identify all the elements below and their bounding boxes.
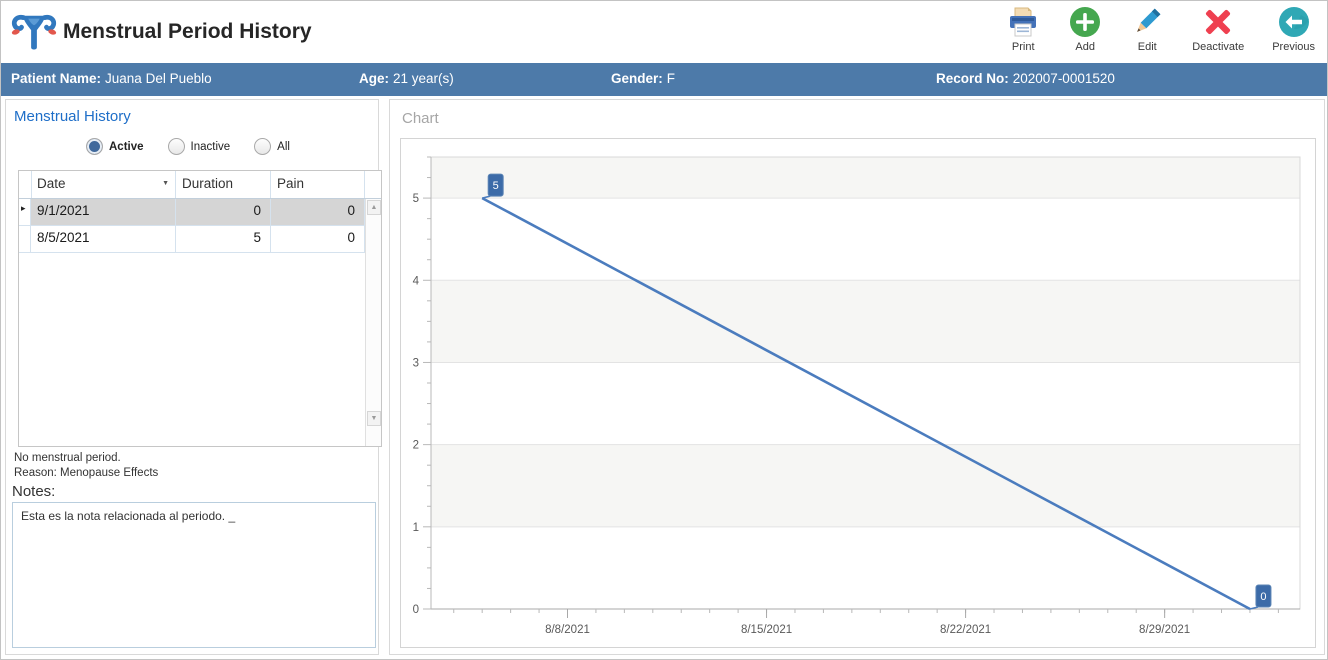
svg-text:8/15/2021: 8/15/2021 <box>741 624 792 636</box>
add-button[interactable]: Add <box>1064 3 1106 55</box>
patient-record-no: Record No: 202007-0001520 <box>936 71 1115 86</box>
sort-arrow-icon: ▼ <box>162 180 169 187</box>
panel-title: Menstrual History <box>14 108 131 125</box>
radio-label: Inactive <box>190 140 231 153</box>
edit-icon <box>1137 8 1161 32</box>
radio-circle-icon <box>86 138 103 155</box>
column-header-duration[interactable]: Duration <box>176 171 271 198</box>
edit-button[interactable]: Edit <box>1126 3 1168 55</box>
patient-age: Age: 21 year(s) <box>359 71 454 86</box>
previous-button[interactable]: Previous <box>1268 3 1319 55</box>
print-label: Print <box>1011 41 1035 53</box>
row-marker <box>19 226 31 252</box>
notes-label: Notes: <box>12 483 56 500</box>
column-header-date[interactable]: Date ▼ <box>31 171 176 198</box>
cell-duration: 5 <box>176 226 271 252</box>
scroll-down-icon[interactable]: ▼ <box>367 411 381 426</box>
table-row[interactable]: 8/5/2021 5 0 <box>19 226 365 253</box>
data-point-label: 0 <box>1255 584 1272 608</box>
app-header: Menstrual Period History Print <box>1 1 1327 63</box>
svg-text:2: 2 <box>413 440 419 452</box>
notes-input[interactable]: Esta es la nota relacionada al periodo. … <box>12 502 376 648</box>
add-label: Add <box>1075 41 1095 53</box>
page-title: Menstrual Period History <box>63 20 312 43</box>
duration-line-chart: 0 1 2 3 4 5 8/8/2021 8/15/2021 8/22/2021 8/29/202… <box>413 156 1301 636</box>
radio-label: All <box>277 140 290 153</box>
radio-circle-icon <box>254 138 272 155</box>
svg-text:0: 0 <box>413 604 419 616</box>
deactivate-label: Deactivate <box>1192 41 1245 53</box>
cell-pain: 0 <box>271 226 365 252</box>
data-point-label: 5 <box>487 173 504 197</box>
uterus-icon <box>11 14 57 50</box>
patient-gender: Gender: F <box>611 71 676 86</box>
patient-info-bar: Patient Name: Juana Del Pueblo Age: 21 yea… <box>1 63 1327 96</box>
filter-radio-inactive[interactable]: Inactive <box>167 138 231 155</box>
svg-text:5: 5 <box>493 180 499 192</box>
previous-label: Previous <box>1272 41 1315 53</box>
radio-label: Active <box>109 140 144 153</box>
filter-radio-group: Active Inactive All <box>86 138 290 155</box>
svg-text:3: 3 <box>413 357 419 369</box>
status-line-2: Reason: Menopause Effects <box>14 467 159 479</box>
status-line-1: No menstrual period. <box>14 452 121 464</box>
print-button[interactable]: Print <box>1002 3 1044 55</box>
chart-panel: Chart 0 1 2 3 4 5 8/8/2021 8/15/2021 8/22/2021 8/… <box>389 99 1325 655</box>
table-row[interactable]: ▸ 9/1/2021 0 0 <box>19 199 365 226</box>
grid-scrollbar[interactable]: ▲ ▼ <box>365 199 381 446</box>
filter-radio-active[interactable]: Active <box>86 138 144 155</box>
cell-date: 8/5/2021 <box>31 226 176 252</box>
svg-text:1: 1 <box>413 522 419 534</box>
deactivate-button[interactable]: Deactivate <box>1188 3 1248 55</box>
svg-text:0: 0 <box>1260 591 1266 603</box>
scroll-up-icon[interactable]: ▲ <box>367 200 381 215</box>
filter-radio-all[interactable]: All <box>254 138 290 155</box>
menstrual-history-panel: Menstrual History Active Inactive All Date… <box>5 99 382 655</box>
svg-text:5: 5 <box>413 193 419 205</box>
status-text: No menstrual period. Reason: Menopause E… <box>14 451 158 481</box>
row-marker: ▸ <box>19 199 31 225</box>
chart-title: Chart <box>402 110 439 127</box>
column-header-pain[interactable]: Pain <box>271 171 365 198</box>
svg-text:8/22/2021: 8/22/2021 <box>940 624 991 636</box>
grid-body: ▸ 9/1/2021 0 0 8/5/2021 5 0 <box>19 199 365 446</box>
cell-duration: 0 <box>176 199 271 225</box>
cell-pain: 0 <box>271 199 365 225</box>
print-icon <box>1010 7 1037 37</box>
radio-circle-icon <box>167 138 185 155</box>
cell-date: 9/1/2021 <box>31 199 176 225</box>
toolbar: Print Add Edi <box>1002 3 1319 55</box>
svg-text:4: 4 <box>413 275 420 287</box>
svg-text:8/29/2021: 8/29/2021 <box>1139 624 1190 636</box>
grid-header: Date ▼ Duration Pain <box>19 171 381 199</box>
add-icon <box>1070 7 1101 37</box>
previous-icon <box>1278 7 1309 37</box>
patient-name: Patient Name: Juana Del Pueblo <box>11 71 212 86</box>
deactivate-icon <box>1206 9 1231 35</box>
history-grid: Date ▼ Duration Pain ▸ 9/1/2021 0 0 8/5/2021 5… <box>18 170 382 447</box>
svg-text:8/8/2021: 8/8/2021 <box>545 624 590 636</box>
edit-label: Edit <box>1137 41 1157 53</box>
marker-column-header <box>19 171 32 198</box>
chart-box: 0 1 2 3 4 5 8/8/2021 8/15/2021 8/22/2021 8/29/202… <box>400 138 1316 648</box>
